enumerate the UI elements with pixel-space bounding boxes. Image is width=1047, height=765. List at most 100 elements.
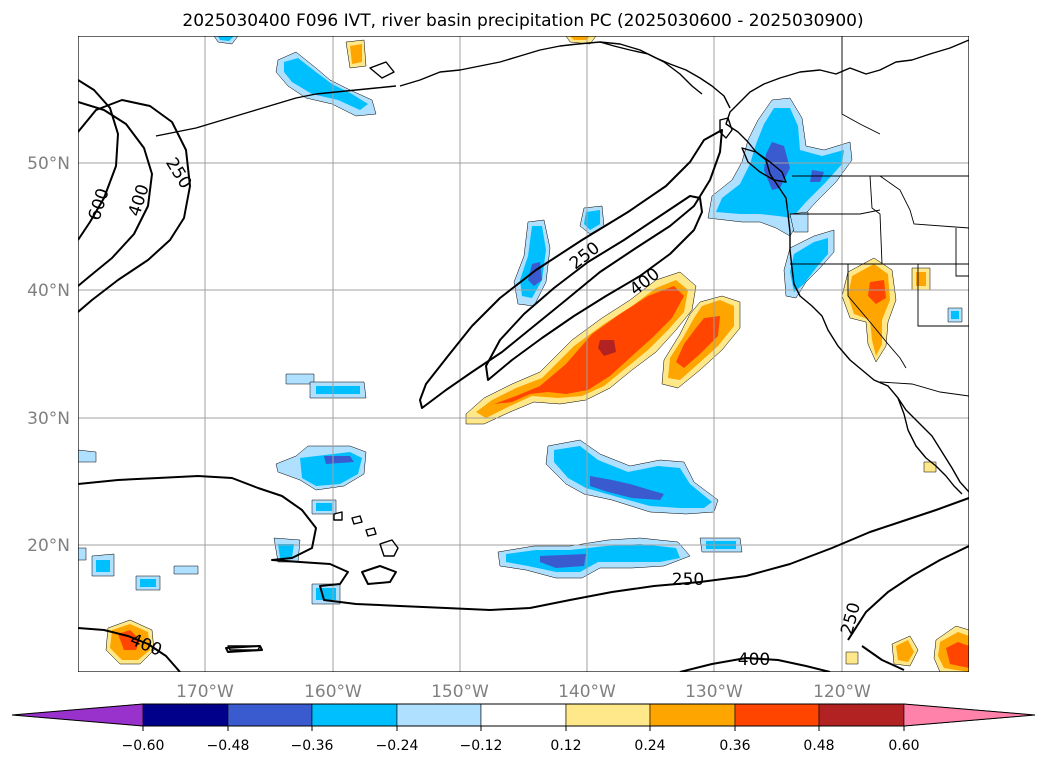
pos-patch-main-high [494,286,684,404]
coast-vancouver-island [741,147,787,183]
colorbar-bin [818,703,905,727]
ivt-contour-small-hawaii [361,565,397,585]
coast-hawaii-oahu [351,515,363,525]
colorbar-tick-label: 0.60 [888,738,919,754]
ivt-contour-600-west [78,79,119,241]
lat-label-20n: 20°N [27,536,70,556]
coast-alaska-south [599,41,703,95]
colorbar-tick-label: 0.24 [634,738,665,754]
latitude-labels: 50°N 40°N 30°N 20°N [27,154,70,556]
ivt-contour-400-sw [78,627,181,672]
pos-patch-baja-mini [923,461,937,473]
lon-label-120w: 120°W [813,682,871,702]
lat-label-30n: 30°N [27,409,70,429]
neg-patch-25n-east-core [554,446,712,508]
ivt-contour-250-south-east [847,545,969,641]
contour-label: 250 [672,570,704,590]
ivt-contour-250-ar [419,129,723,409]
border-state-wy [955,228,969,277]
neg-patch-18n-west-core [96,560,110,572]
coast-alaska-peninsula [399,41,731,109]
lat-label-50n: 50°N [27,154,70,174]
border-alaska-canada [841,36,881,135]
ivt-contours [78,79,969,672]
coast-hawaii-kauai [333,511,343,521]
border-state-mt [879,175,969,229]
pos-patch-se-high [946,642,969,668]
pos-patch-baja-small-mid [896,640,914,662]
lon-label-130w: 130°W [685,682,743,702]
colorbar: −0.60 −0.48 −0.36 −0.24 −0.12 0.12 0.24 … [11,703,1036,754]
colorbar-tick-label: 0.12 [550,738,581,754]
colorbar-bin [142,703,229,727]
lat-label-40n: 40°N [27,281,70,301]
colorbar-tick-label: −0.60 [122,738,165,754]
colorbar-under-arrow [11,703,144,727]
colorbar-tick-label: −0.36 [291,738,334,754]
colorbar-tick-label: −0.12 [460,738,503,754]
map-background [78,36,969,672]
colorbar-tick-labels: −0.60 −0.48 −0.36 −0.24 −0.12 0.12 0.24 … [122,738,920,754]
lon-label-140w: 140°W [558,682,616,702]
colorbar-ticks [142,726,905,731]
pos-patch-pt-small [845,651,859,665]
colorbar-bin [311,703,398,727]
neg-patch-california-north-core [790,238,828,292]
border-state-nv-ca [847,264,907,369]
neg-patch-32n-b-core [316,386,360,394]
neg-patch-17n-west-core [140,579,156,587]
ivt-contour-400-ar [485,195,703,381]
coast-hawaii-big [379,539,399,557]
neg-patch-27n-west [78,449,97,463]
ivt-contour-250-south [78,475,969,611]
neg-patch-20n-hawaii-core [278,544,294,558]
map-title: 2025030400 F096 IVT, river basin precipi… [182,11,863,31]
pos-patch-north-edge-mid [570,36,590,40]
coast-hawaii-maui [365,527,377,537]
colorbar-bin [480,703,567,727]
pos-patch-main-max [598,340,616,356]
colorbar-bin [649,703,736,727]
colorbar-over-arrow [903,703,1036,727]
ivt-contour-small-isle [225,645,263,653]
lon-label-160w: 160°W [304,682,362,702]
neg-patch-25n-east-dark [590,476,664,500]
lon-label-170w: 170°W [176,682,234,702]
coastlines [155,39,969,651]
neg-patch-25n-west-dark [324,456,354,464]
ivt-contour-400-south [679,657,831,672]
positive-pc-shading [105,36,969,672]
border-state-id [869,175,883,265]
border-state-nv-ut [917,264,969,327]
neg-patch-oregon-coast [789,211,809,233]
coast-kodiak [369,61,395,79]
pos-patch-nevada-high [868,280,886,304]
colorbar-tick-label: −0.24 [376,738,419,754]
longitude-labels: 170°W 160°W 150°W 140°W 130°W 120°W [176,682,871,702]
coast-baja [897,397,963,495]
pos-patch-aleutian-mid [350,44,362,64]
neg-patch-19n-dark [540,554,586,568]
ivt-contour-400-se [861,645,905,671]
neg-patch-45n-core [584,210,600,230]
neg-patch-39n-east-core [951,311,959,319]
border-us-mexico [879,381,969,397]
graticule [78,36,969,672]
colorbar-tick-label: 0.36 [719,738,750,754]
colorbar-bin [396,703,482,727]
neg-patch-north-edge-core [218,36,234,41]
colorbar-bin [565,703,651,727]
coast-aleutians [155,85,397,137]
lon-label-150w: 150°W [431,682,489,702]
border-state-wa-or [790,209,881,215]
contour-label: 400 [738,650,770,670]
neg-patch-19n-far-west [78,547,87,561]
ivt-contour-400-west [78,101,153,287]
colorbar-tick-label: −0.48 [207,738,250,754]
colorbar-bin [227,703,313,727]
pos-patch-nm-small-mid [916,272,926,286]
neg-patch-18n-small [173,565,199,575]
neg-patch-aleutian-core [284,58,368,110]
pos-patch-east-high [676,316,720,368]
